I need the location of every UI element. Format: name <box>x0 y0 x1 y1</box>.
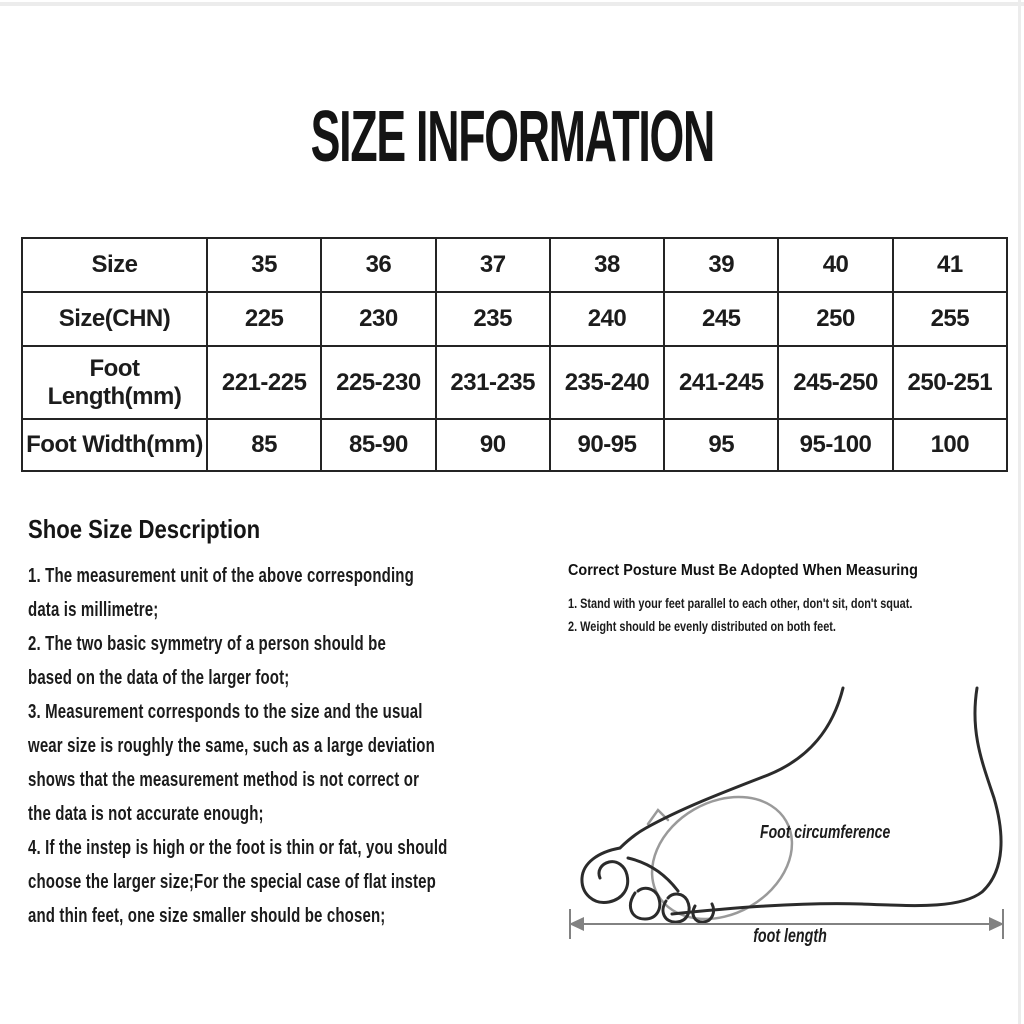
table-cell: 90-95 <box>548 418 666 472</box>
description-heading: Shoe Size Description <box>28 514 261 544</box>
table-cell: 250 <box>777 291 894 347</box>
measuring-posture-section: Correct Posture Must Be Adopted When Mea… <box>568 562 1018 638</box>
length-arrow-head-left <box>569 917 584 931</box>
table-cell: 85 <box>205 418 323 472</box>
description-item-4: 4. If the instep is high or the foot is … <box>28 837 448 927</box>
row-header-foot-length: Foot Length(mm) <box>21 345 208 420</box>
page-title: SIZE INFORMATION <box>310 97 715 177</box>
size-chart-table: Size 35 36 37 38 39 40 41 Size(CHN) 225 … <box>21 237 1009 472</box>
measuring-guide-heading: Correct Posture Must Be Adopted When Mea… <box>568 562 918 579</box>
page-right-edge-line <box>1018 0 1021 1024</box>
table-cell: 245 <box>663 291 780 347</box>
table-cell: 95-100 <box>777 418 894 472</box>
length-arrow-head-right <box>989 917 1004 931</box>
table-cell: 231-235 <box>434 345 551 420</box>
table-cell: 221-225 <box>205 345 323 420</box>
description-item-3: 3. Measurement corresponds to the size a… <box>28 701 435 825</box>
table-cell: 100 <box>891 418 1009 472</box>
foot-top-contour <box>618 686 845 850</box>
description-list: 1. The measurement unit of the above cor… <box>28 559 532 933</box>
table-row-size: Size 35 36 37 38 39 40 41 <box>21 237 1009 293</box>
page-title-wrap: SIZE INFORMATION <box>0 96 1024 178</box>
foot-circumference-ellipse <box>650 795 794 921</box>
foot-measurement-diagram: Foot circumference foot length <box>562 662 1018 962</box>
toe-ridge-line <box>626 856 680 893</box>
measuring-guide-item-2: 2. Weight should be evenly distributed o… <box>568 618 836 634</box>
row-header-size-chn: Size(CHN) <box>21 291 208 347</box>
foot-outline-illustration <box>569 686 1004 939</box>
table-cell: 240 <box>548 291 666 347</box>
foot-length-label: foot length <box>753 926 827 947</box>
table-cell: 245-250 <box>777 345 894 420</box>
table-cell: 250-251 <box>891 345 1009 420</box>
table-cell: 90 <box>434 418 551 472</box>
table-cell: 95 <box>663 418 780 472</box>
table-row-foot-length: Foot Length(mm) 221-225 225-230 231-235 … <box>21 345 1009 420</box>
page-top-edge-line <box>0 2 1024 6</box>
third-toe-outline <box>661 892 691 924</box>
table-cell: 225 <box>205 291 323 347</box>
second-toe-outline <box>629 886 662 921</box>
table-row-size-chn: Size(CHN) 225 230 235 240 245 250 255 <box>21 291 1009 347</box>
table-cell: 230 <box>320 291 437 347</box>
table-cell: 241-245 <box>663 345 780 420</box>
row-header-foot-width: Foot Width(mm) <box>21 418 208 472</box>
table-row-foot-width: Foot Width(mm) 85 85-90 90 90-95 95 95-1… <box>21 418 1009 472</box>
description-item-2: 2. The two basic symmetry of a person sh… <box>28 633 386 689</box>
table-cell: 85-90 <box>320 418 437 472</box>
table-cell: 255 <box>891 291 1009 347</box>
foot-circumference-label: Foot circumference <box>760 822 891 842</box>
table-cell: 36 <box>320 237 437 293</box>
fourth-toe-outline <box>691 902 716 924</box>
table-cell: 225-230 <box>320 345 437 420</box>
row-header-size: Size <box>21 237 208 293</box>
big-toe-outline <box>580 846 630 904</box>
table-cell: 38 <box>548 237 666 293</box>
table-cell: 39 <box>663 237 780 293</box>
table-cell: 235-240 <box>548 345 666 420</box>
shoe-size-description-section: Shoe Size Description 1. The measurement… <box>28 514 548 933</box>
description-item-1: 1. The measurement unit of the above cor… <box>28 565 414 621</box>
table-cell: 40 <box>777 237 894 293</box>
table-cell: 35 <box>205 237 323 293</box>
table-cell: 37 <box>434 237 551 293</box>
measuring-guide-item-1: 1. Stand with your feet parallel to each… <box>568 595 913 611</box>
table-cell: 235 <box>434 291 551 347</box>
table-cell: 41 <box>891 237 1009 293</box>
foot-back-and-sole-contour <box>670 686 1003 916</box>
